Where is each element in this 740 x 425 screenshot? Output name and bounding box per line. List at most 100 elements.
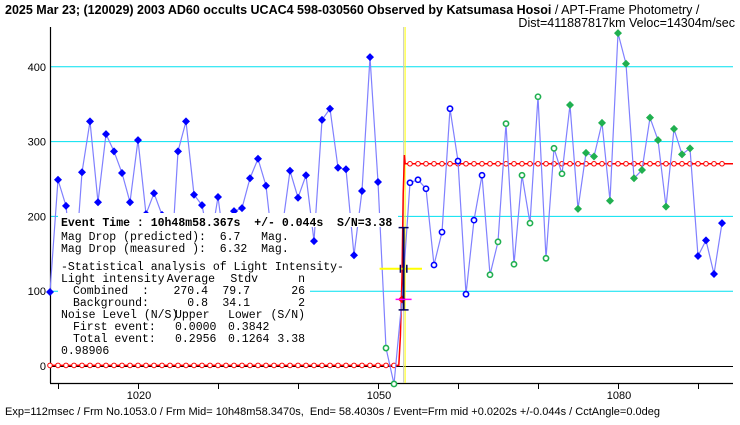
data-point [46, 287, 54, 296]
data-point [598, 118, 606, 127]
data-point [102, 130, 110, 139]
data-point [590, 152, 598, 161]
data-point [190, 190, 198, 199]
data-point [670, 124, 678, 133]
data-point [350, 251, 358, 260]
data-point [326, 104, 334, 113]
noise-row-upper: 0.0000 [175, 321, 217, 334]
model-point [63, 362, 69, 369]
data-point [422, 185, 430, 193]
data-point [534, 93, 542, 101]
row-stdv: 34.1 [222, 297, 250, 310]
model-point [199, 362, 205, 369]
noise-row-lower: 0.1264 [228, 333, 270, 346]
noise-row-label: First event: [73, 321, 156, 334]
model-point [543, 160, 549, 167]
model-point [95, 362, 101, 369]
model-point [367, 362, 373, 369]
model-point [71, 362, 77, 369]
data-point [318, 115, 326, 124]
model-point [311, 362, 317, 369]
model-point [55, 362, 61, 369]
model-point [471, 160, 477, 167]
model-point [159, 362, 165, 369]
model-point [79, 362, 85, 369]
x-tick-label: 1020 [127, 390, 151, 402]
data-point [238, 204, 246, 213]
stats-box: Event Time : 10h48m58.367s +/- 0.044s S/… [58, 213, 398, 358]
model-point [167, 362, 173, 369]
noise-sn: (S/N) [270, 309, 305, 322]
model-point [135, 362, 141, 369]
data-point [382, 344, 390, 352]
data-point [302, 171, 310, 180]
model-point [487, 160, 493, 167]
data-point [54, 175, 62, 184]
data-point [446, 105, 454, 113]
model-point [695, 160, 701, 167]
event-time-bg [58, 213, 398, 227]
data-point [390, 380, 398, 388]
data-point [566, 100, 574, 109]
data-point [614, 29, 622, 38]
noise-row-sn: 3.38 [277, 333, 305, 346]
model-point [191, 362, 197, 369]
y-tick-label: 400 [28, 62, 46, 74]
data-point [462, 290, 470, 298]
model-point [319, 362, 325, 369]
model-point [647, 160, 653, 167]
col-stdv: Stdv [230, 273, 258, 286]
model-point [87, 362, 93, 369]
data-point [646, 113, 654, 122]
col-label: Light intensity [61, 273, 165, 286]
data-point [574, 204, 582, 213]
stats-heading: -Statistical analysis of Light Intensity… [61, 261, 344, 274]
model-point [247, 362, 253, 369]
data-point [406, 179, 414, 187]
model-point [359, 362, 365, 369]
model-point [303, 362, 309, 369]
data-point [478, 171, 486, 179]
event-markers [379, 226, 422, 311]
mag-drop-predicted: Mag Drop (predicted): 6.7 Mag. [61, 231, 289, 244]
data-point [334, 163, 342, 172]
chart-subtitle: Dist=411887817km Veloc=14304m/sec [518, 16, 735, 30]
model-point [671, 160, 677, 167]
model-point [231, 362, 237, 369]
data-point [430, 261, 438, 269]
model-point [495, 160, 501, 167]
model-point [519, 160, 525, 167]
y-tick-label: 300 [28, 137, 46, 149]
data-point [470, 216, 478, 224]
data-point [558, 170, 566, 178]
model-point [175, 362, 181, 369]
y-tick-label: 0 [40, 361, 46, 373]
model-point [343, 362, 349, 369]
model-point [415, 160, 421, 167]
model-point [479, 160, 485, 167]
data-point [62, 201, 70, 210]
data-point [374, 177, 382, 186]
row-label: Combined : [73, 285, 149, 298]
data-point [502, 120, 510, 128]
x-tick-label: 1050 [367, 390, 391, 402]
model-point [375, 362, 381, 369]
data-point [438, 228, 446, 236]
model-point [239, 362, 245, 369]
data-point [510, 260, 518, 268]
data-point [654, 136, 662, 145]
data-point [254, 154, 262, 163]
model-point [719, 160, 725, 167]
model-point [511, 160, 517, 167]
y-tick-label: 200 [28, 211, 46, 223]
stats-bg [58, 227, 310, 357]
model-point [439, 160, 445, 167]
model-point [103, 362, 109, 369]
model-point [215, 362, 221, 369]
model-point [527, 160, 533, 167]
model-point [663, 160, 669, 167]
data-point [702, 236, 710, 245]
noise-upper: Upper [175, 309, 210, 322]
model-point [271, 362, 277, 369]
